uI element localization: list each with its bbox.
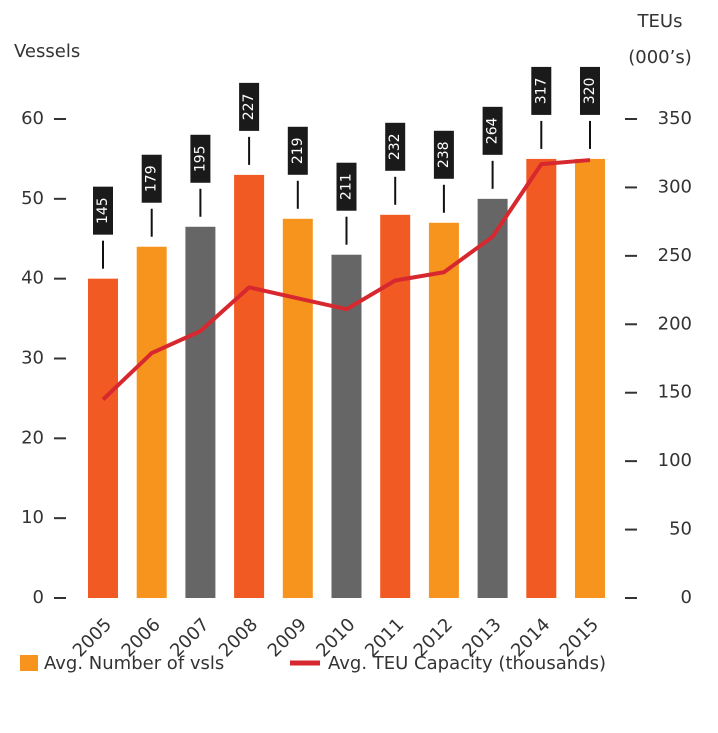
y-tick-label: 30 xyxy=(21,348,44,369)
y2-tick-label: 100 xyxy=(658,450,692,471)
y-axis-label: Vessels xyxy=(14,41,80,62)
label-box xyxy=(336,162,357,211)
label-box xyxy=(482,106,503,155)
label-box xyxy=(141,154,162,203)
y-tick-label: 60 xyxy=(21,108,44,129)
bar xyxy=(575,158,605,598)
y-tick-label: 10 xyxy=(21,507,44,528)
data-label: 195 xyxy=(192,145,208,172)
y2-tick-label: 200 xyxy=(658,313,692,334)
bar xyxy=(331,254,362,598)
bar xyxy=(234,174,265,598)
bar xyxy=(428,222,459,599)
y2-axis-label: TEUs xyxy=(637,11,683,32)
label-box xyxy=(433,130,454,179)
label-box xyxy=(190,134,211,183)
y-tick-label: 20 xyxy=(21,427,44,448)
y2-tick-label: 300 xyxy=(658,176,692,197)
legend-label: Avg. TEU Capacity (thousands) xyxy=(328,653,606,674)
label-box xyxy=(93,186,113,235)
legend-swatch xyxy=(20,655,38,671)
x-tick-label: 2009 xyxy=(264,614,311,661)
bar xyxy=(526,158,557,598)
y2-tick-label: 150 xyxy=(658,382,692,403)
bar xyxy=(136,246,167,598)
y2-tick-label: 250 xyxy=(658,245,692,266)
data-label: 227 xyxy=(241,94,257,121)
data-label: 219 xyxy=(290,137,306,164)
label-box xyxy=(580,66,600,115)
label-box xyxy=(385,122,406,171)
y-tick-label: 40 xyxy=(21,268,44,289)
label-box xyxy=(531,66,552,115)
line xyxy=(101,158,591,402)
data-label: 264 xyxy=(485,117,501,144)
y2-tick-label: 0 xyxy=(681,587,692,608)
data-label: 211 xyxy=(339,173,355,200)
y2-tick-label: 350 xyxy=(658,108,692,129)
y-tick-label: 50 xyxy=(21,188,44,209)
bar xyxy=(88,278,118,598)
data-label: 320 xyxy=(582,78,598,105)
data-label: 238 xyxy=(436,141,452,168)
y2-tick-label: 50 xyxy=(669,519,692,540)
legend-label: Avg. Number of vsls xyxy=(44,653,224,674)
y2-axis-label: (000’s) xyxy=(628,47,692,68)
y-tick-label: 0 xyxy=(33,587,44,608)
data-label: 179 xyxy=(144,165,160,192)
bar xyxy=(282,218,313,598)
bar xyxy=(185,226,216,598)
data-label: 145 xyxy=(95,197,111,224)
bar xyxy=(477,198,508,599)
data-label: 317 xyxy=(533,78,549,105)
data-label: 232 xyxy=(387,133,403,160)
label-box xyxy=(239,82,260,131)
label-box xyxy=(287,126,308,175)
bar xyxy=(380,214,411,599)
